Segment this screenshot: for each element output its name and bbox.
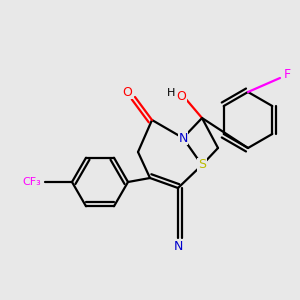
Text: H: H xyxy=(167,88,175,98)
Text: S: S xyxy=(198,158,206,172)
Text: O: O xyxy=(122,85,132,98)
Text: O: O xyxy=(176,89,186,103)
Text: F: F xyxy=(284,68,291,82)
Text: N: N xyxy=(178,131,188,145)
Text: N: N xyxy=(173,239,183,253)
Text: CF₃: CF₃ xyxy=(22,177,41,187)
